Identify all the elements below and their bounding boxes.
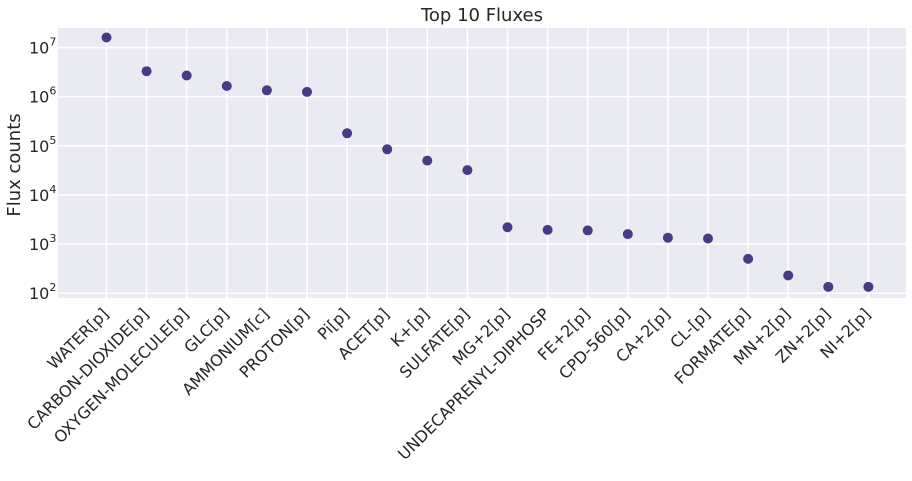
- data-point: [261, 85, 272, 96]
- data-point: [703, 233, 713, 244]
- y-tick-label: 105: [29, 134, 56, 156]
- data-point: [743, 253, 754, 264]
- data-point: [863, 281, 874, 292]
- x-axis-ticks: WATER[p]CARBON-DIOXIDE[p]OXYGEN-MOLECULE…: [23, 304, 874, 464]
- y-tick-label: 104: [29, 183, 56, 205]
- y-tick-label: 102: [29, 281, 56, 303]
- data-point: [783, 270, 794, 281]
- data-point: [462, 165, 473, 176]
- data-point: [422, 155, 433, 166]
- y-axis-ticks: 102 103 104 105 106 107: [29, 36, 56, 304]
- data-point: [582, 225, 593, 236]
- y-tick-label: 103: [29, 232, 56, 254]
- data-points: [101, 32, 874, 292]
- y-tick-label: 106: [29, 85, 56, 107]
- y-axis-label: Flux counts: [4, 113, 25, 216]
- data-point: [662, 232, 673, 243]
- data-point: [823, 281, 834, 292]
- data-point: [502, 222, 513, 233]
- data-point: [542, 224, 553, 235]
- plot-area: [58, 28, 906, 298]
- data-point: [101, 32, 112, 43]
- data-point: [382, 144, 393, 155]
- grid: [58, 28, 906, 298]
- data-point: [302, 86, 312, 97]
- data-point: [141, 66, 152, 77]
- data-point: [221, 81, 232, 92]
- data-point: [181, 70, 192, 81]
- data-point: [622, 229, 633, 240]
- data-point: [342, 128, 353, 139]
- chart-title: Top 10 Fluxes: [420, 5, 543, 26]
- y-tick-label: 107: [29, 36, 56, 58]
